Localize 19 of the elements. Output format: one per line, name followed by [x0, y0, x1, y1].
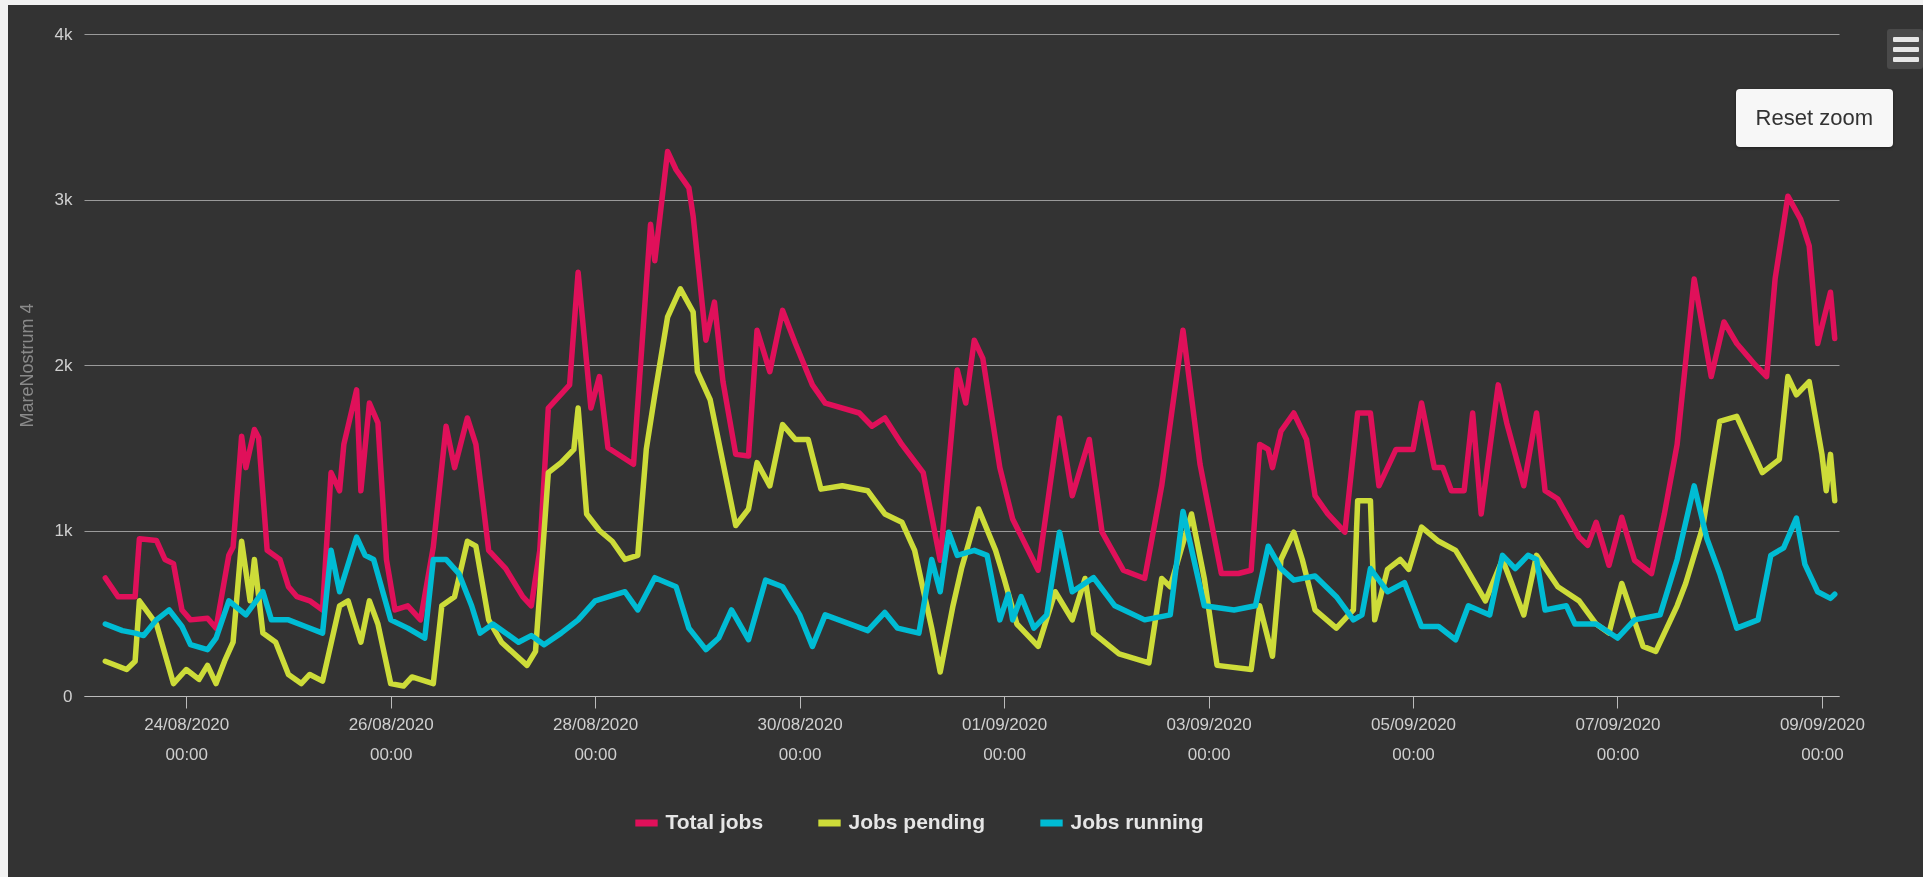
legend-label: Jobs running: [1070, 810, 1204, 833]
y-tick-label: 4k: [54, 24, 73, 44]
reset-zoom-button: Reset zoom: [1735, 89, 1893, 147]
x-tick-label: 07/09/2020 00:00: [1575, 714, 1661, 764]
y-tick-label: 1k: [54, 521, 73, 540]
x-tick-label: 01/09/2020 00:00: [962, 714, 1048, 764]
x-tick-label: 05/09/2020 00:00: [1370, 714, 1457, 764]
y-tick-label: 3k: [54, 190, 73, 209]
legend-label: Total jobs: [665, 810, 764, 833]
y-tick-label: 2k: [54, 355, 73, 375]
x-tick-label: 30/08/2020 00:00: [757, 714, 843, 764]
x-tick-label: 24/08/2020 00:00: [144, 714, 230, 764]
x-tick-label: 26/08/2020 00:00: [348, 714, 434, 764]
x-tick-label: 28/08/2020 00:00: [553, 714, 639, 764]
y-axis-title: MareNostrum 4: [16, 303, 37, 428]
legend-label: Jobs pending: [848, 810, 985, 833]
x-tick-label: 03/09/2020 00:00: [1166, 714, 1252, 764]
x-tick-label: 09/09/2020 00:00: [1779, 714, 1866, 764]
y-tick-label: 0: [63, 686, 73, 706]
